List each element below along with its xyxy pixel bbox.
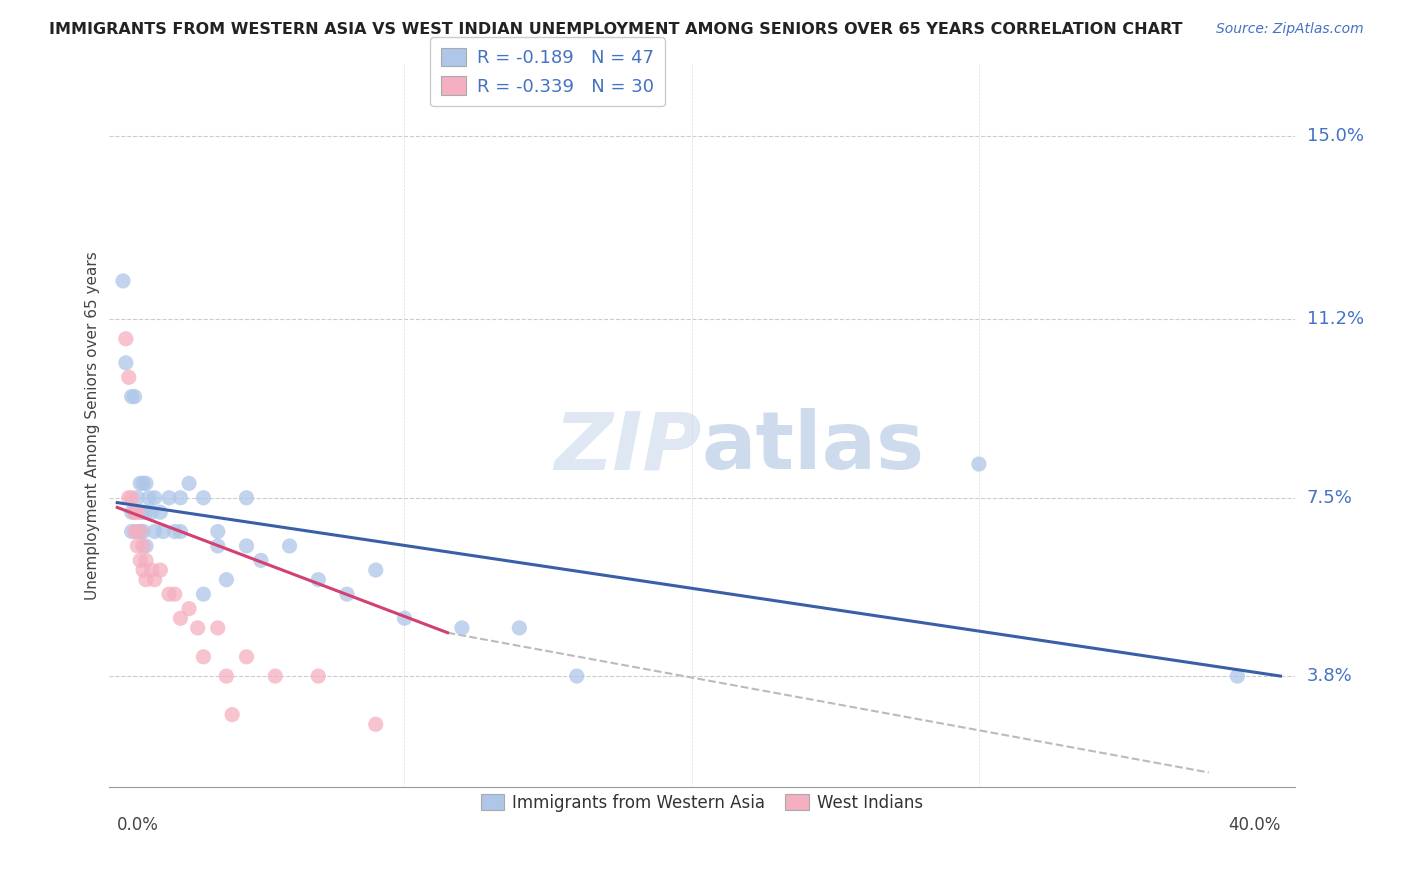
Point: [508, 621, 530, 635]
Point: [451, 621, 474, 635]
Point: [141, 505, 163, 519]
Point: [163, 587, 186, 601]
Point: [132, 505, 155, 519]
Point: [235, 491, 257, 505]
Point: [124, 505, 146, 519]
Point: [129, 524, 152, 539]
Point: [307, 573, 329, 587]
Point: [215, 669, 238, 683]
Point: [124, 524, 146, 539]
Point: [169, 491, 191, 505]
Point: [565, 669, 588, 683]
Point: [1226, 669, 1249, 683]
Legend: Immigrants from Western Asia, West Indians: Immigrants from Western Asia, West India…: [474, 787, 929, 818]
Point: [135, 573, 157, 587]
Point: [127, 539, 149, 553]
Text: 11.2%: 11.2%: [1306, 310, 1364, 328]
Point: [124, 505, 146, 519]
Point: [215, 573, 238, 587]
Point: [235, 649, 257, 664]
Point: [121, 524, 143, 539]
Point: [336, 587, 359, 601]
Point: [149, 505, 172, 519]
Point: [193, 491, 215, 505]
Text: 15.0%: 15.0%: [1306, 128, 1364, 145]
Text: IMMIGRANTS FROM WESTERN ASIA VS WEST INDIAN UNEMPLOYMENT AMONG SENIORS OVER 65 Y: IMMIGRANTS FROM WESTERN ASIA VS WEST IND…: [49, 22, 1182, 37]
Point: [127, 491, 149, 505]
Point: [143, 524, 166, 539]
Text: 3.8%: 3.8%: [1306, 667, 1353, 685]
Point: [127, 524, 149, 539]
Text: 7.5%: 7.5%: [1306, 489, 1353, 507]
Point: [152, 524, 174, 539]
Y-axis label: Unemployment Among Seniors over 65 years: Unemployment Among Seniors over 65 years: [86, 252, 100, 599]
Point: [115, 332, 138, 346]
Point: [129, 524, 152, 539]
Point: [121, 491, 143, 505]
Text: Source: ZipAtlas.com: Source: ZipAtlas.com: [1216, 22, 1364, 37]
Point: [121, 390, 143, 404]
Point: [221, 707, 243, 722]
Point: [111, 274, 134, 288]
Text: 40.0%: 40.0%: [1227, 816, 1281, 834]
Point: [278, 539, 301, 553]
Point: [118, 491, 141, 505]
Point: [127, 505, 149, 519]
Point: [250, 553, 273, 567]
Point: [138, 491, 160, 505]
Point: [177, 601, 200, 615]
Point: [132, 563, 155, 577]
Point: [169, 611, 191, 625]
Point: [967, 457, 990, 471]
Point: [157, 587, 180, 601]
Point: [157, 491, 180, 505]
Point: [207, 524, 229, 539]
Point: [169, 524, 191, 539]
Point: [135, 476, 157, 491]
Point: [187, 621, 209, 635]
Text: 0.0%: 0.0%: [117, 816, 159, 834]
Point: [135, 539, 157, 553]
Point: [132, 539, 155, 553]
Point: [207, 621, 229, 635]
Point: [207, 539, 229, 553]
Point: [264, 669, 287, 683]
Point: [129, 505, 152, 519]
Point: [163, 524, 186, 539]
Point: [141, 563, 163, 577]
Point: [143, 491, 166, 505]
Point: [132, 524, 155, 539]
Point: [177, 476, 200, 491]
Text: ZIP: ZIP: [554, 409, 702, 486]
Point: [193, 649, 215, 664]
Point: [364, 563, 387, 577]
Point: [135, 553, 157, 567]
Point: [129, 476, 152, 491]
Point: [364, 717, 387, 731]
Text: atlas: atlas: [702, 409, 925, 486]
Point: [129, 553, 152, 567]
Point: [307, 669, 329, 683]
Point: [124, 390, 146, 404]
Point: [132, 476, 155, 491]
Point: [143, 573, 166, 587]
Point: [135, 505, 157, 519]
Point: [394, 611, 416, 625]
Point: [115, 356, 138, 370]
Point: [118, 370, 141, 384]
Point: [235, 539, 257, 553]
Point: [121, 505, 143, 519]
Point: [149, 563, 172, 577]
Point: [193, 587, 215, 601]
